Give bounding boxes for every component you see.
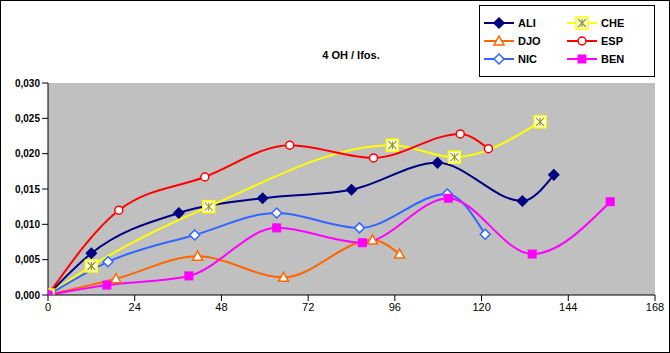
svg-text:168: 168 [646,301,662,313]
html-text:4 OH / Ifos.: 4 OH / Ifos. [322,49,380,61]
svg-text:0,010: 0,010 [15,219,40,230]
html-text:ALI: ALI [518,17,536,29]
svg-text:144: 144 [559,301,577,313]
svg-text:96: 96 [389,301,401,313]
svg-text:0,030: 0,030 [15,78,40,89]
svg-text:0,025: 0,025 [15,113,40,124]
html-text:DJO: DJO [518,35,541,47]
svg-text:0,000: 0,000 [15,290,40,301]
svg-text:0,020: 0,020 [15,148,40,159]
html-text:NIC: NIC [518,53,537,65]
svg-text:24: 24 [129,301,141,313]
svg-text:72: 72 [302,301,314,313]
svg-text:0,005: 0,005 [15,254,40,265]
svg-text:0,015: 0,015 [15,184,40,195]
html-text:CHE: CHE [601,17,625,29]
svg-text:0: 0 [45,301,51,313]
html-text:BEN: BEN [601,53,625,65]
svg-text:48: 48 [215,301,227,313]
svg-text:120: 120 [472,301,490,313]
html-text:ESP: ESP [601,35,623,47]
